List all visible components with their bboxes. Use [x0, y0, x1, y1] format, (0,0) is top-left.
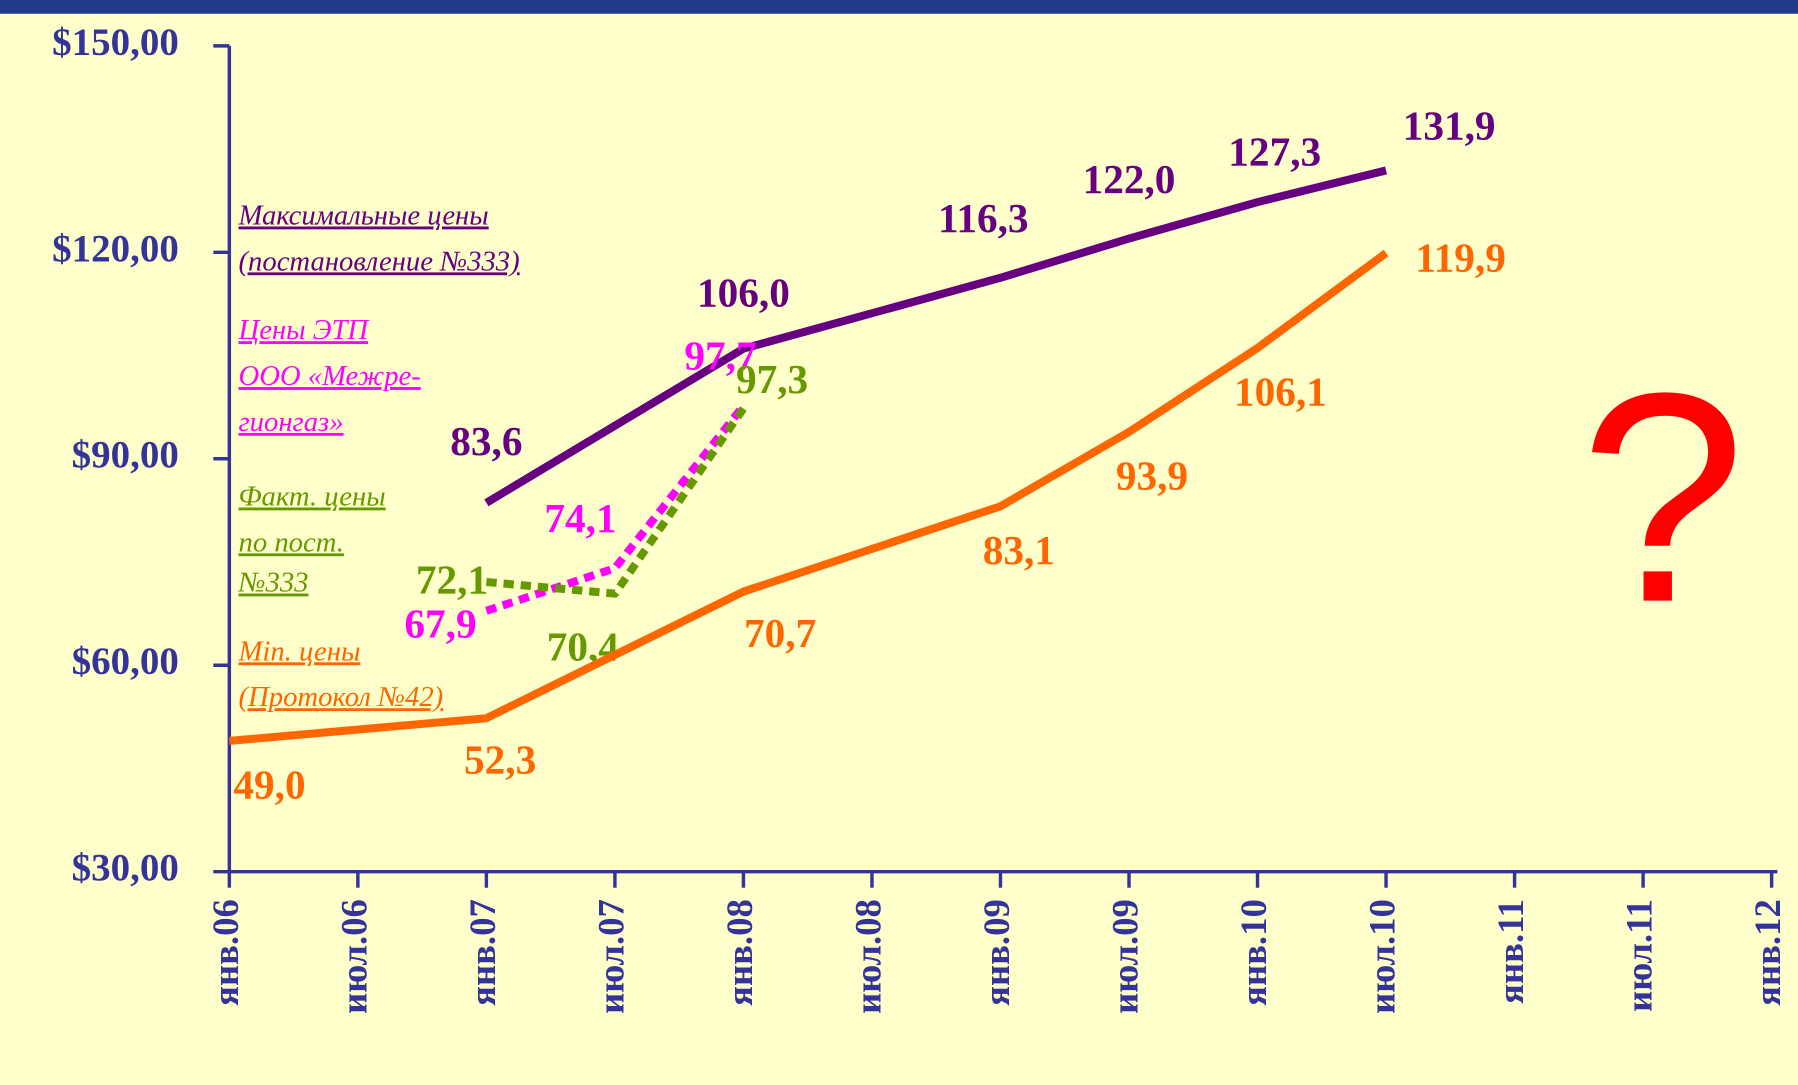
data-label: 106,1 [1234, 369, 1327, 415]
x-tick-label: янв.07 [462, 899, 503, 1006]
legend-entry: №333 [238, 567, 309, 599]
series-line [228, 249, 1389, 745]
legend-entry: Min. цены [238, 635, 361, 667]
x-tick-label: июл.07 [590, 899, 631, 1014]
annotation: ? [1580, 332, 1746, 665]
data-label: 131,9 [1403, 103, 1496, 149]
legend-entry: (постановление №333) [239, 245, 520, 277]
legend-entry: Факт. цены [239, 480, 386, 512]
header-band [0, 0, 1798, 14]
data-label: 127,3 [1228, 129, 1321, 175]
data-label: 83,6 [450, 418, 522, 464]
x-tick-label: янв.08 [719, 899, 760, 1006]
x-tick-label: янв.11 [1490, 899, 1531, 1004]
data-label: 74,1 [544, 495, 616, 541]
data-label: 72,1 [416, 557, 488, 603]
legend-entry: гионгаз» [239, 406, 344, 438]
data-label: 97,3 [736, 356, 808, 402]
x-tick-label: янв.06 [205, 899, 246, 1006]
y-tick-label: $150,00 [52, 21, 179, 64]
data-label: 106,0 [697, 270, 790, 316]
y-tick-label: $30,00 [72, 847, 179, 890]
legend-entry: Цены ЭТП [238, 314, 371, 346]
legend-entry: Максимальные цены [238, 199, 489, 231]
data-label: 93,9 [1116, 453, 1188, 499]
data-label: 49,0 [233, 762, 305, 808]
data-label: 70,7 [744, 610, 816, 656]
data-label: 67,9 [404, 601, 476, 647]
data-label: 122,0 [1083, 156, 1176, 202]
y-tick-label: $60,00 [72, 640, 179, 683]
series-line [486, 406, 747, 598]
x-tick-label: июл.11 [1619, 899, 1660, 1012]
series-line [484, 166, 1388, 507]
y-tick-label: $90,00 [72, 434, 179, 477]
data-label: 83,1 [983, 527, 1055, 573]
x-tick-label: янв.10 [1233, 899, 1274, 1006]
legend-entry: по пост. [239, 526, 344, 558]
x-tick-label: июл.09 [1104, 899, 1145, 1014]
x-tick-label: июл.06 [333, 899, 374, 1014]
data-label: 116,3 [938, 195, 1029, 241]
y-tick-label: $120,00 [52, 227, 179, 270]
x-tick-label: янв.09 [976, 899, 1017, 1006]
legend-entry: (Протокол №42) [239, 681, 444, 713]
x-tick-label: янв.12 [1747, 899, 1788, 1006]
data-label: 97,7 [684, 332, 756, 378]
data-label: 119,9 [1415, 235, 1506, 281]
legend-entry: ООО «Межре- [239, 360, 421, 392]
x-tick-label: июл.08 [847, 899, 888, 1014]
x-tick-label: июл.10 [1361, 899, 1402, 1014]
data-label: 52,3 [464, 737, 536, 783]
